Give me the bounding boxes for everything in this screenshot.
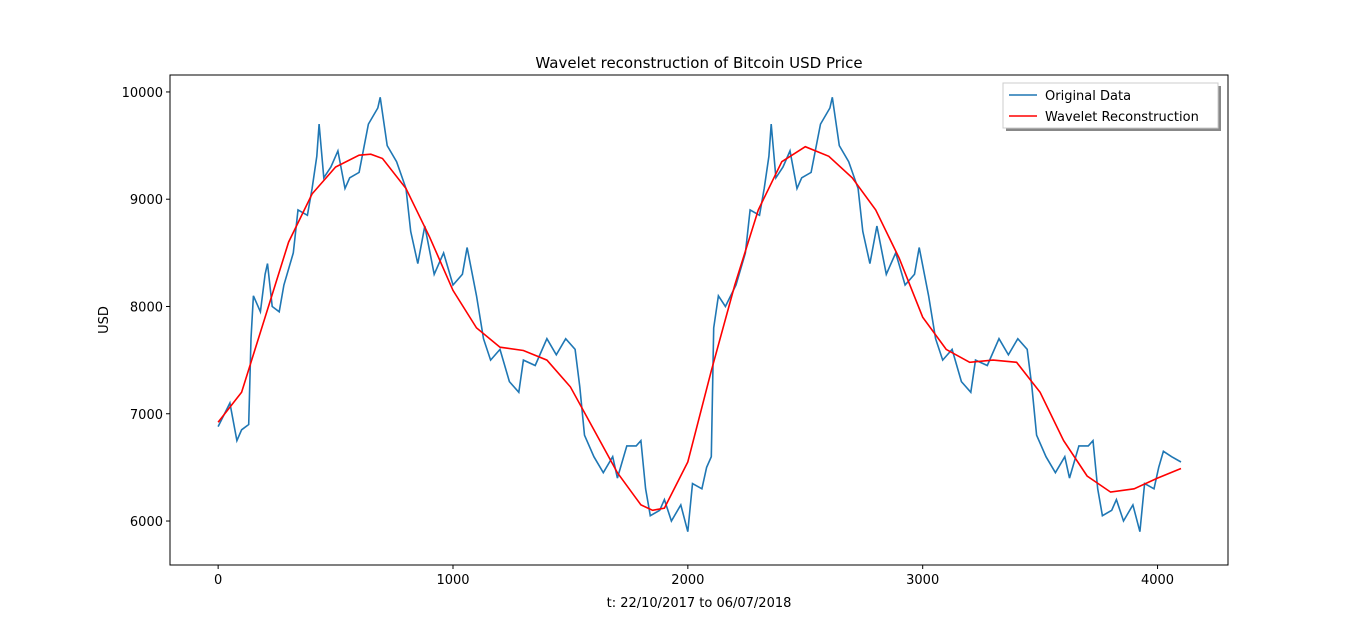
x-tick-label: 3000 bbox=[906, 573, 939, 588]
y-tick-label: 8000 bbox=[130, 300, 163, 315]
y-axis-label: USD bbox=[97, 306, 112, 334]
line-series bbox=[217, 97, 1182, 532]
x-tick-label: 1000 bbox=[436, 573, 469, 588]
legend-label: Wavelet Reconstruction bbox=[1045, 110, 1199, 125]
legend-label: Original Data bbox=[1045, 89, 1131, 104]
legend-box bbox=[1002, 82, 1219, 129]
plot-frame bbox=[169, 74, 1229, 566]
y-tick-label: 6000 bbox=[130, 515, 163, 530]
y-tick-label: 7000 bbox=[130, 408, 163, 423]
x-tick-label: 4000 bbox=[1141, 573, 1174, 588]
x-tick-label: 2000 bbox=[671, 573, 704, 588]
chart-title: Wavelet reconstruction of Bitcoin USD Pr… bbox=[535, 54, 862, 72]
x-axis-label: t: 22/10/2017 to 06/07/2018 bbox=[607, 596, 792, 611]
y-tick-label: 10000 bbox=[122, 86, 163, 101]
y-tick-label: 9000 bbox=[130, 193, 163, 208]
x-tick-label: 0 bbox=[214, 573, 222, 588]
line-series bbox=[217, 145, 1182, 512]
